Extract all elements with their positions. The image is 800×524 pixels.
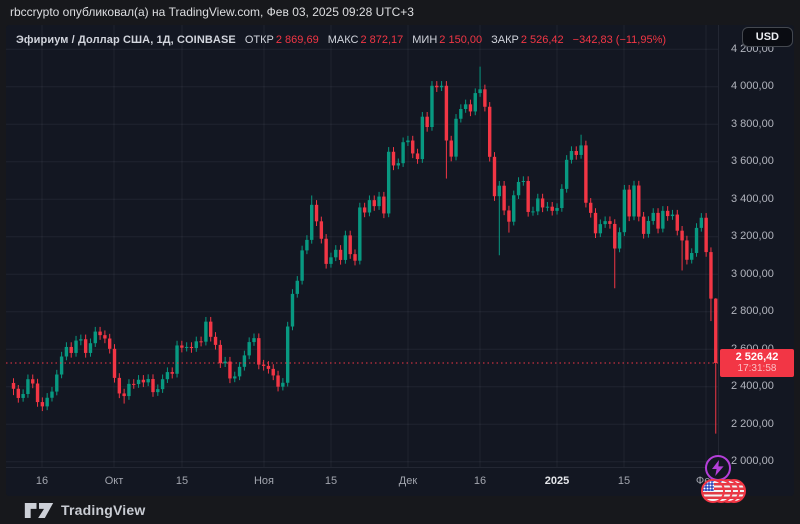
last-price-tag: 2 526,42 17:31:58 (720, 348, 794, 377)
low-value: 2 150,00 (439, 34, 483, 46)
flag-canton (703, 481, 714, 491)
bar-countdown: 17:31:58 (737, 362, 777, 374)
price-chart-canvas[interactable] (6, 25, 718, 467)
chart-legend[interactable]: Эфириум / Доллар США, 1Д, COINBASE ОТКР 2… (16, 32, 666, 48)
open-value: 2 869,69 (275, 34, 319, 46)
lightning-badge[interactable] (705, 455, 731, 481)
price-axis-label: 2 800,00 (731, 305, 774, 318)
chart-card: Эфириум / Доллар США, 1Д, COINBASE ОТКР 2… (6, 25, 794, 503)
ohlc-low: МИН 2 150,00 (412, 34, 483, 46)
ohlc-close: ЗАКР 2 526,42 (491, 34, 564, 46)
time-axis[interactable]: 16Окт15Ноя15Дек16202515Фев (6, 467, 718, 496)
price-axis-label: 4 000,00 (731, 80, 774, 93)
last-price-value: 2 526,42 (735, 350, 779, 363)
price-axis-label: 3 000,00 (731, 267, 774, 280)
us-flag-reaction-icon (701, 479, 725, 503)
grid-lines (6, 25, 718, 467)
lightning-icon (712, 460, 724, 476)
price-axis-label: 2 400,00 (731, 380, 774, 393)
time-axis-label: 15 (324, 475, 338, 487)
tradingview-wordmark: TradingView (61, 502, 146, 518)
time-axis-label: Окт (104, 475, 124, 487)
time-axis-label: 15 (617, 475, 631, 487)
ohlc-open: ОТКР 2 869,69 (244, 34, 319, 46)
price-axis-label: 2 200,00 (731, 417, 774, 430)
ohlc-high: МАКС 2 872,17 (327, 34, 404, 46)
price-axis-label: 3 600,00 (731, 155, 774, 168)
time-axis-label: 2025 (544, 475, 570, 487)
symbol-title: Эфириум / Доллар США, 1Д, COINBASE (16, 34, 236, 46)
price-axis-label: 3 800,00 (731, 117, 774, 130)
price-axis-label: 3 200,00 (731, 230, 774, 243)
price-axis[interactable]: 2 526,42 17:31:58 4 200,00 4 000,00 3 800,… (718, 25, 794, 467)
time-axis-label: Дек (398, 475, 418, 487)
change-value: −342,83 (−11,95%) (572, 34, 667, 46)
price-axis-label: 3 400,00 (731, 192, 774, 205)
time-axis-label: 16 (473, 475, 487, 487)
tradingview-logo-icon (24, 502, 54, 518)
attribution-text: rbccrypto опубликовал(а) на TradingView.… (10, 5, 414, 19)
price-axis-label: 2 000,00 (731, 455, 774, 468)
time-axis-label: 15 (175, 475, 189, 487)
currency-dropdown-button[interactable]: USD (741, 27, 793, 47)
time-axis-label: Ноя (253, 475, 275, 487)
high-value: 2 872,17 (360, 34, 404, 46)
time-axis-label: 16 (35, 475, 49, 487)
footer-brand[interactable]: TradingView (24, 499, 145, 521)
candles-group (11, 66, 718, 434)
close-value: 2 526,42 (520, 34, 564, 46)
